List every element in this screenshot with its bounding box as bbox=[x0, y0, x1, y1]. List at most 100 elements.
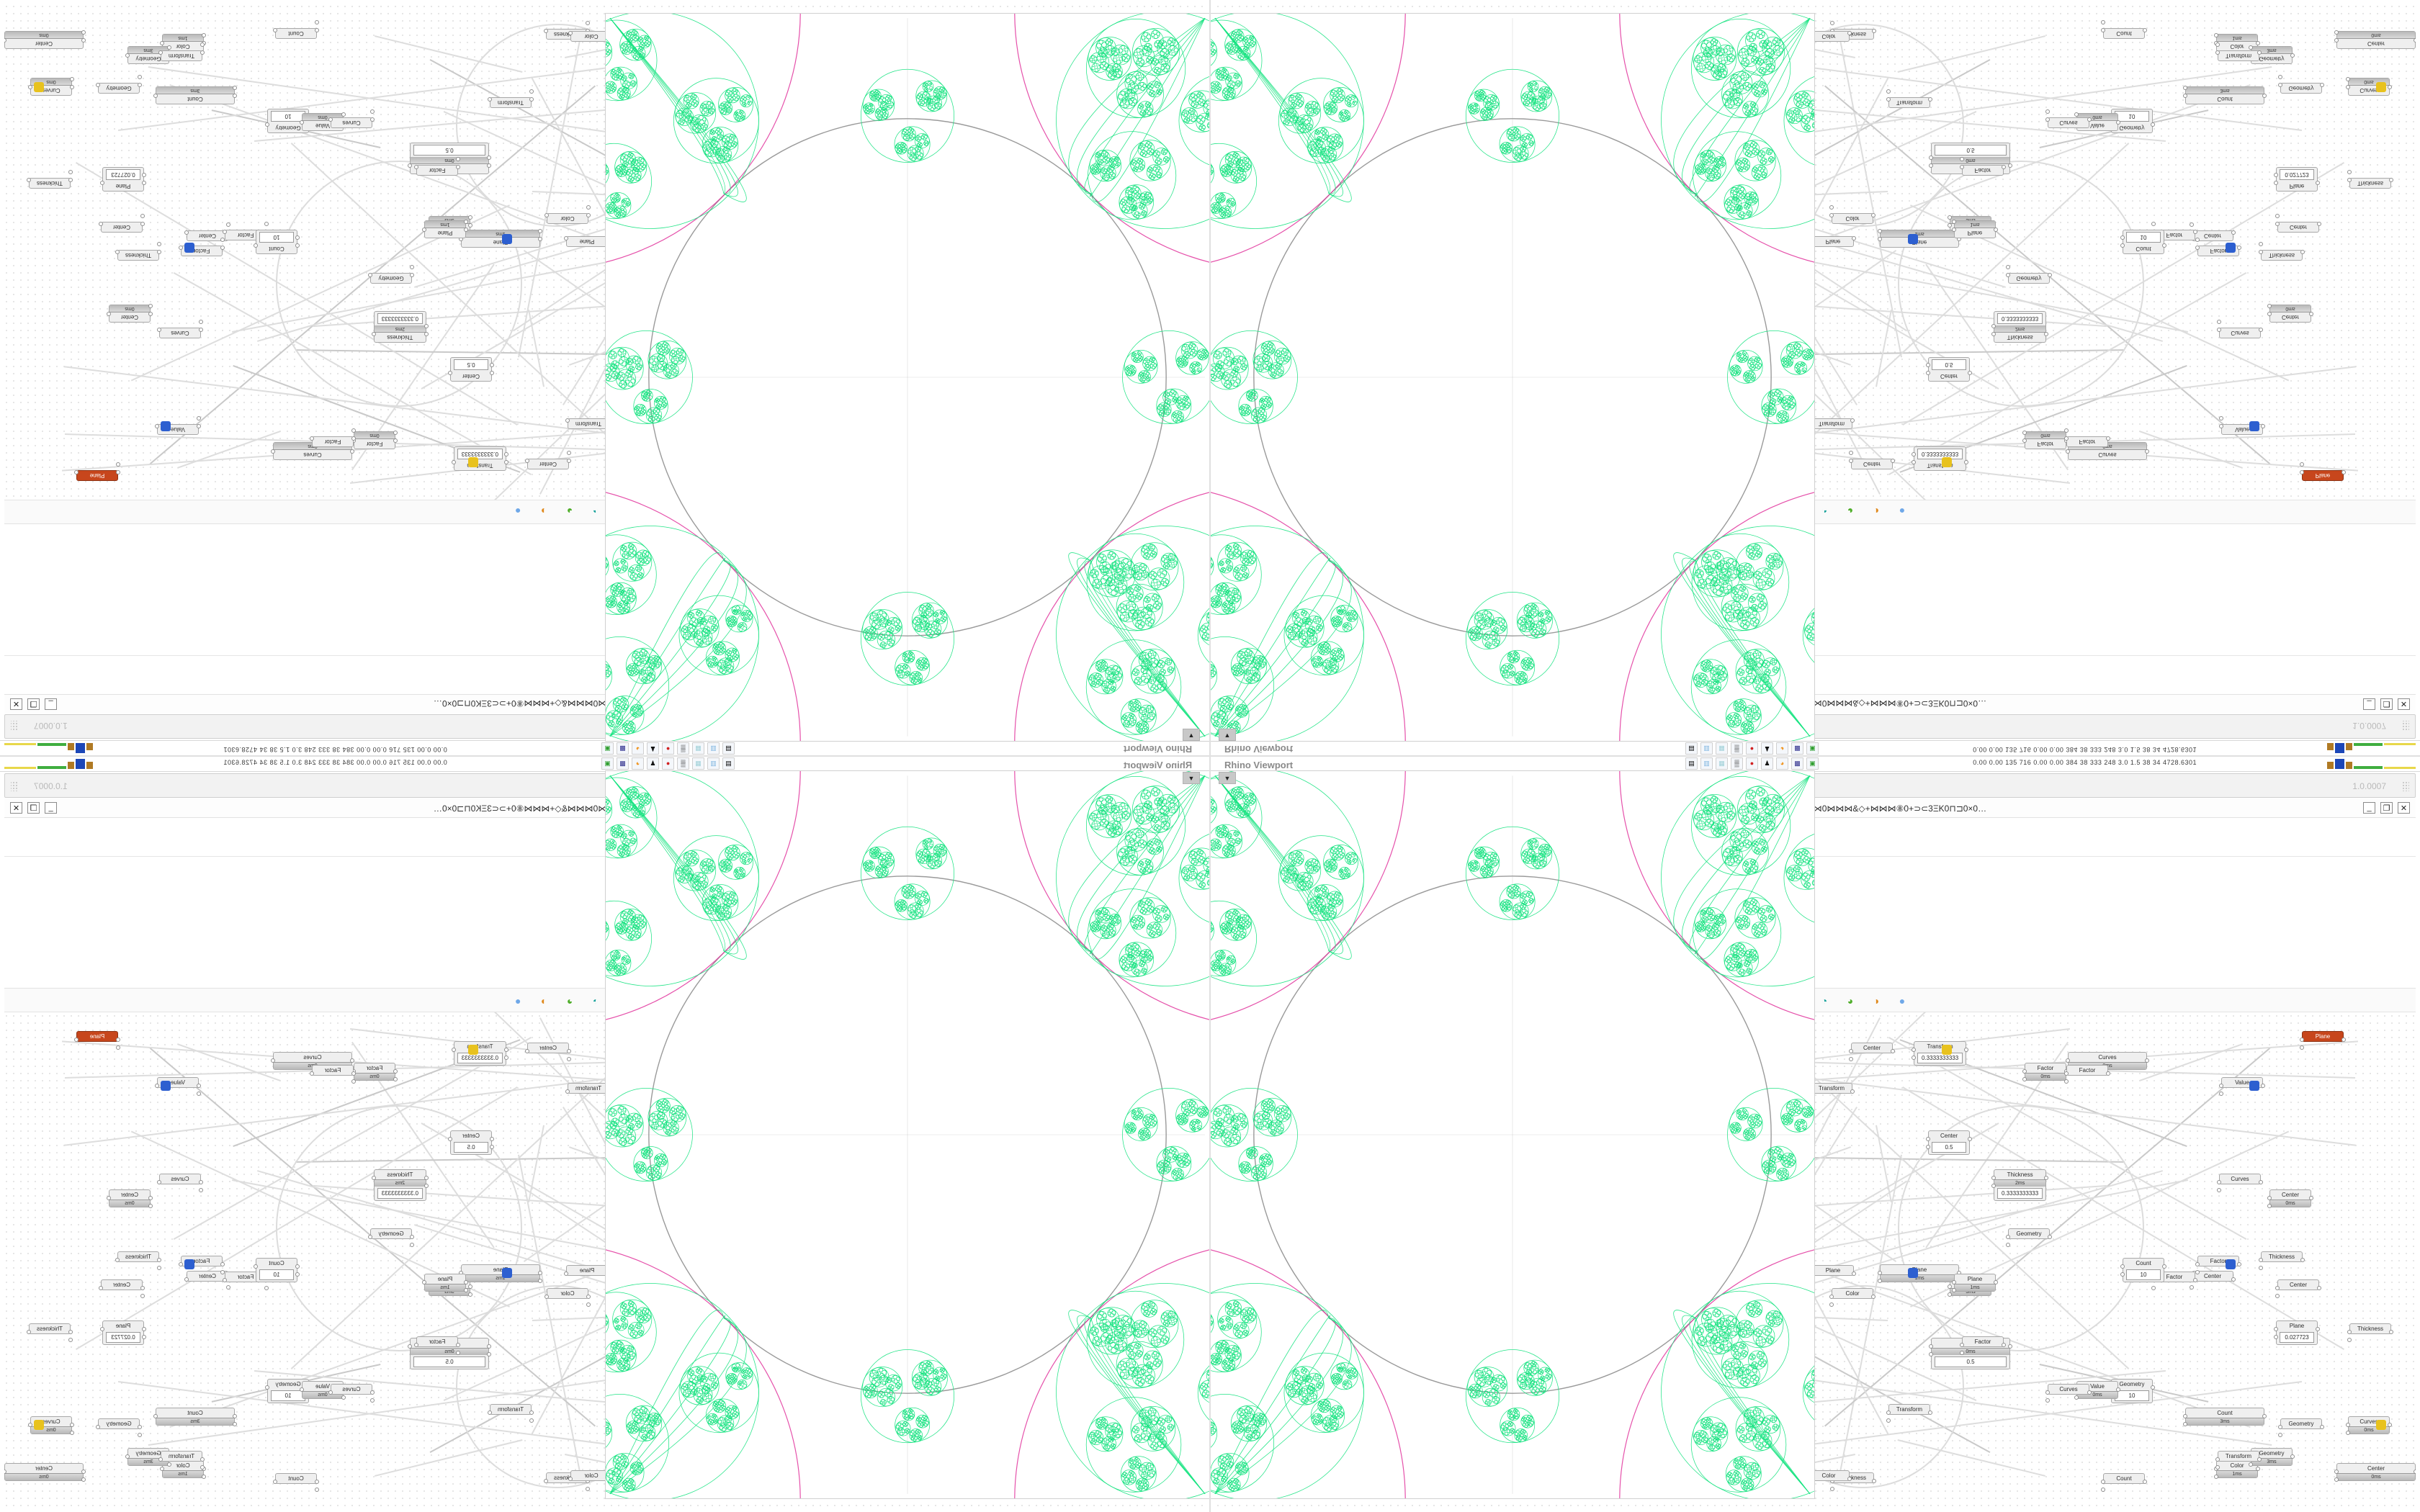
gh-output-port[interactable] bbox=[2300, 250, 2305, 254]
shade-orange-icon[interactable]: ◑ bbox=[536, 503, 552, 519]
gh-output-port[interactable] bbox=[2143, 28, 2147, 32]
gh-input-port[interactable] bbox=[1960, 1343, 1964, 1347]
gh-output-port[interactable] bbox=[155, 424, 159, 428]
viewport-toggle-br[interactable]: ▼ bbox=[1219, 772, 1236, 784]
gh-output-port[interactable] bbox=[568, 31, 573, 35]
gh-output-port[interactable] bbox=[2193, 230, 2197, 234]
gh-input-port[interactable] bbox=[2151, 1286, 2156, 1290]
gh-component-value[interactable]: 10 bbox=[2126, 232, 2161, 243]
green-app-icon[interactable]: ▣ bbox=[1806, 757, 1819, 770]
gh-input-port[interactable] bbox=[2267, 1196, 2272, 1200]
gh-input-port[interactable] bbox=[2215, 1465, 2220, 1470]
gh-input-port[interactable] bbox=[220, 1262, 225, 1266]
gh-input-port[interactable] bbox=[2219, 1092, 2223, 1096]
gh-input-port[interactable] bbox=[468, 1284, 472, 1289]
gh-component[interactable]: Factor bbox=[312, 436, 354, 447]
gh-component[interactable]: Plane 1ms bbox=[1954, 1274, 1996, 1292]
gh-component[interactable]: Plane bbox=[76, 1031, 118, 1042]
shade-blue-icon[interactable]: ● bbox=[1894, 993, 1910, 1009]
gh-output-port[interactable] bbox=[1968, 1137, 1972, 1141]
gh-input-port[interactable] bbox=[199, 328, 203, 332]
gh-input-port[interactable] bbox=[529, 1410, 534, 1415]
gh-component[interactable]: Curves bbox=[2219, 328, 2261, 338]
gh-input-port[interactable] bbox=[2259, 242, 2263, 246]
doc-teal-icon[interactable]: ▦ bbox=[1716, 742, 1728, 755]
gh-output-port[interactable] bbox=[1994, 228, 1998, 232]
gh-color-swatch[interactable] bbox=[184, 243, 194, 253]
gh-input-port[interactable] bbox=[1991, 1184, 1996, 1188]
gh-output-port[interactable] bbox=[115, 250, 120, 254]
gh-output-port[interactable] bbox=[99, 222, 103, 226]
resize-grip[interactable] bbox=[11, 781, 18, 791]
gh-input-port[interactable] bbox=[138, 1425, 142, 1429]
gh-component[interactable]: Plane 1ms bbox=[461, 1264, 540, 1282]
gh-component[interactable]: Curves bbox=[159, 328, 201, 338]
taskbar-tray[interactable] bbox=[4, 743, 93, 754]
gh-component[interactable]: Value bbox=[2221, 424, 2263, 435]
gh-input-port[interactable] bbox=[2183, 94, 2187, 98]
gh-input-port[interactable] bbox=[197, 1092, 201, 1096]
fire-icon[interactable]: ◕ bbox=[632, 742, 644, 755]
gh-output-port[interactable] bbox=[2145, 449, 2149, 454]
gh-component[interactable]: Factor bbox=[416, 1336, 458, 1347]
gh-input-port[interactable] bbox=[295, 235, 300, 240]
gh-input-port[interactable] bbox=[393, 1069, 398, 1074]
gh-input-port[interactable] bbox=[351, 436, 356, 441]
gh-component[interactable]: Center 0.5 bbox=[450, 1130, 492, 1155]
gh-component[interactable]: Count 10 bbox=[256, 230, 297, 254]
gh-input-port[interactable] bbox=[2066, 449, 2070, 454]
gh-output-port[interactable] bbox=[372, 1176, 376, 1180]
rhino-viewport-top-left[interactable] bbox=[605, 13, 1210, 742]
gh-component-value[interactable]: 0.027723 bbox=[2280, 1332, 2314, 1343]
gh-input-port[interactable] bbox=[1912, 452, 1916, 456]
gh-input-port[interactable] bbox=[2217, 1188, 2221, 1192]
gh-input-port[interactable] bbox=[295, 1264, 300, 1269]
gh-output-port[interactable] bbox=[568, 1477, 573, 1481]
gh-input-port[interactable] bbox=[2346, 1423, 2350, 1427]
gh-component[interactable]: Thickness bbox=[117, 250, 159, 261]
gh-output-port[interactable] bbox=[2261, 424, 2265, 428]
gh-input-port[interactable] bbox=[226, 222, 230, 227]
gh-component-value[interactable]: 10 bbox=[2126, 1269, 2161, 1280]
gh-input-port[interactable] bbox=[81, 38, 86, 42]
gh-input-port[interactable] bbox=[2219, 416, 2223, 420]
panel-icon[interactable]: ▒ bbox=[677, 742, 689, 755]
gh-input-port[interactable] bbox=[1926, 363, 1930, 367]
gh-component[interactable]: Color bbox=[547, 1288, 588, 1299]
gh-input-port[interactable] bbox=[1912, 460, 1916, 464]
gh-output-port[interactable] bbox=[223, 1278, 227, 1282]
close-button[interactable]: ✕ bbox=[2398, 698, 2410, 710]
gh-input-port[interactable] bbox=[2064, 1079, 2069, 1084]
fire-icon[interactable]: ◕ bbox=[1776, 757, 1788, 770]
gh-input-port[interactable] bbox=[2334, 38, 2339, 42]
gh-component[interactable]: Center bbox=[1851, 1043, 1893, 1053]
gh-input-port[interactable] bbox=[1912, 1056, 1916, 1060]
doc-blue-icon[interactable]: ▥ bbox=[1700, 742, 1713, 755]
gh-output-port[interactable] bbox=[368, 273, 372, 277]
gh-input-port[interactable] bbox=[464, 220, 468, 224]
gh-input-port[interactable] bbox=[1878, 1279, 1882, 1283]
gh-output-port[interactable] bbox=[310, 1071, 314, 1076]
gh-input-port[interactable] bbox=[567, 451, 571, 455]
gh-input-port[interactable] bbox=[295, 243, 300, 248]
gh-input-port[interactable] bbox=[2219, 424, 2223, 428]
gh-component[interactable]: Plane 1ms bbox=[461, 230, 540, 248]
gh-input-port[interactable] bbox=[2275, 214, 2280, 218]
taskbar[interactable]: ▤ ▥ ▦ ▒ ● ♟ ◕ ▩ ▣ 0.00 0.00 135 716 0.00 0.00 38… bbox=[1210, 756, 2420, 772]
maximize-button[interactable]: ❐ bbox=[2380, 698, 2393, 710]
gh-output-port[interactable] bbox=[2341, 470, 2346, 474]
gh-input-port[interactable] bbox=[586, 21, 590, 25]
gh-input-port[interactable] bbox=[1952, 220, 1956, 224]
gh-input-port[interactable] bbox=[2183, 1414, 2187, 1418]
gh-output-port[interactable] bbox=[2143, 1480, 2147, 1484]
gh-component[interactable]: Thickness bbox=[2349, 1323, 2391, 1334]
gh-component[interactable]: Transform 0.3333333333 bbox=[1914, 446, 1966, 471]
gh-input-port[interactable] bbox=[487, 156, 491, 160]
gh-output-port[interactable] bbox=[2388, 1423, 2392, 1427]
gh-input-port[interactable] bbox=[2064, 428, 2069, 433]
gh-output-port[interactable] bbox=[488, 97, 492, 102]
gh-input-port[interactable] bbox=[138, 1433, 142, 1437]
gh-component[interactable]: Plane 0.027723 bbox=[2276, 167, 2318, 192]
gh-component[interactable]: Plane 1ms bbox=[1880, 1264, 1959, 1282]
